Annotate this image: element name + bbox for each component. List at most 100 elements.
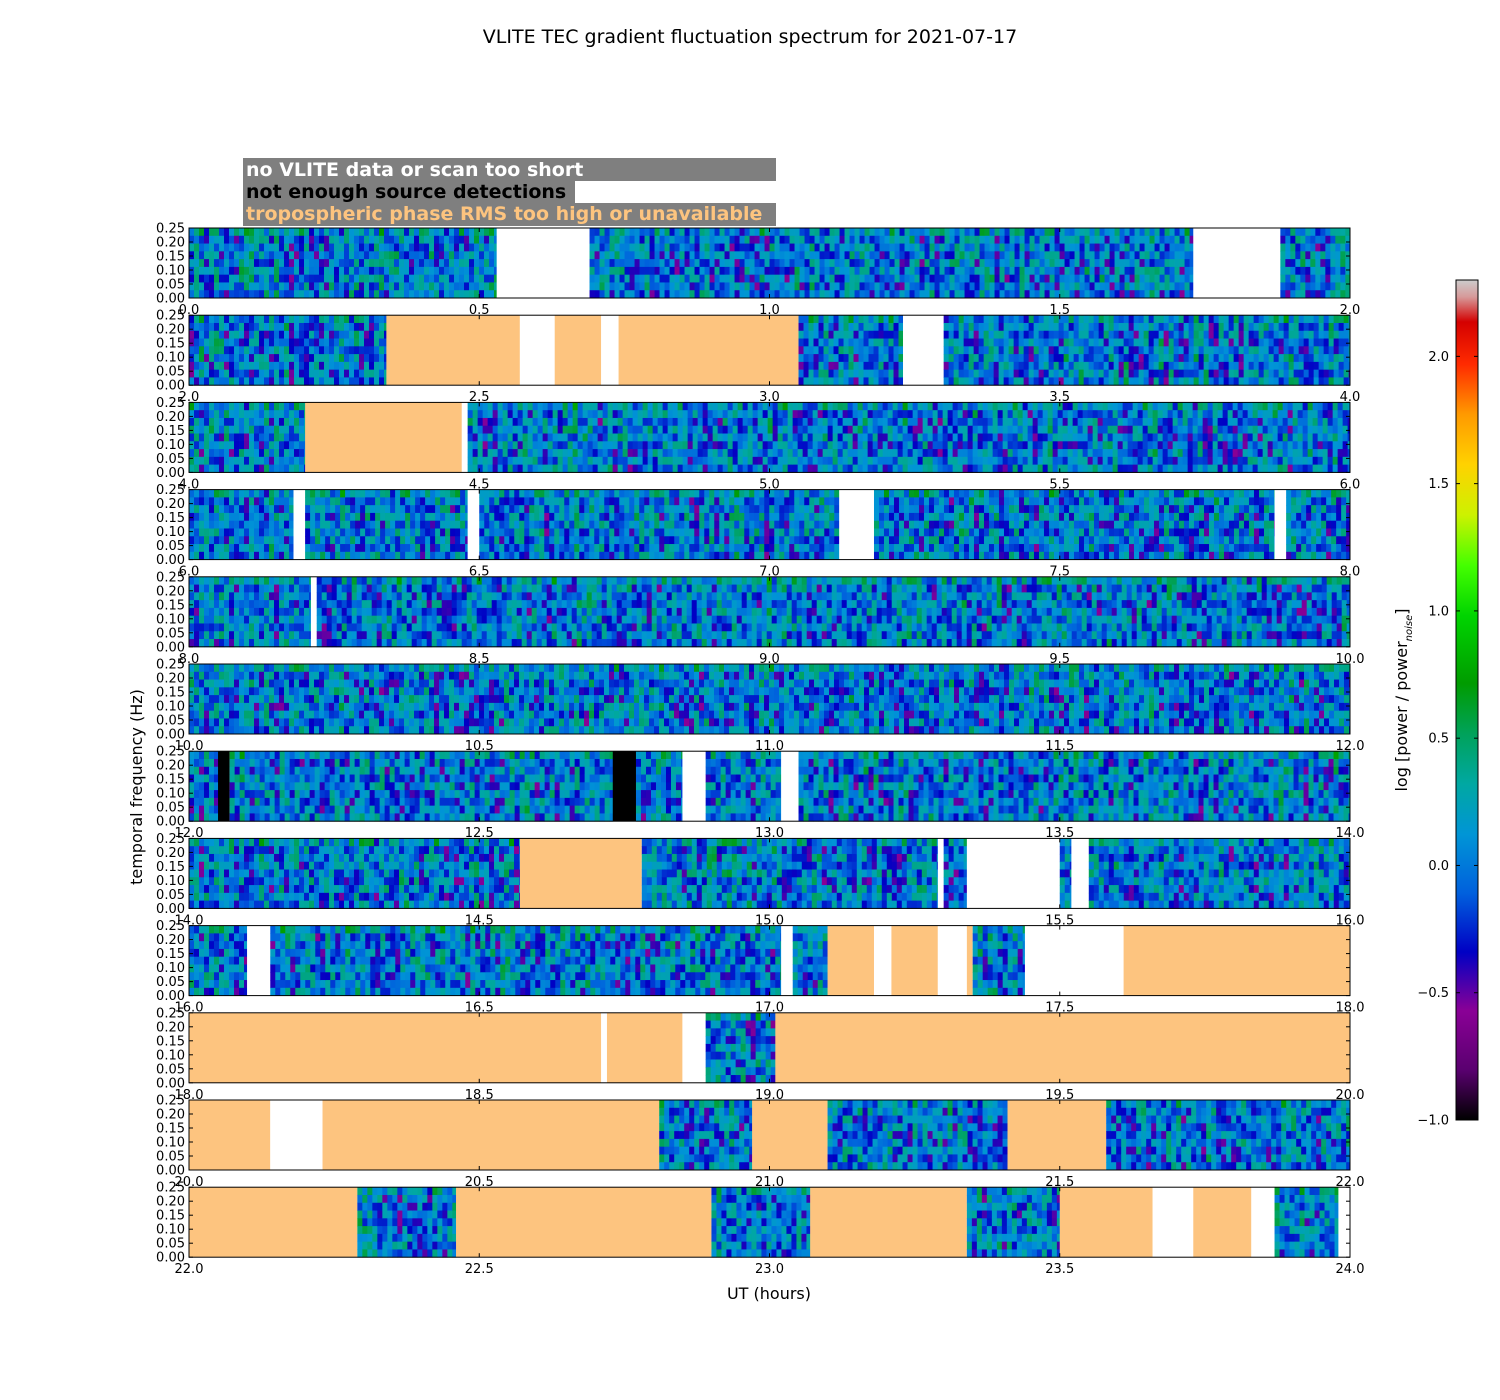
spectrum-cell xyxy=(1273,410,1278,418)
spectrum-cell xyxy=(558,449,563,457)
spectrum-cell xyxy=(959,362,964,370)
spectrum-cell xyxy=(239,377,244,385)
spectrum-cell xyxy=(750,236,755,244)
spectrum-cell xyxy=(595,236,600,244)
spectrum-cell xyxy=(1135,244,1140,252)
spectrum-cell xyxy=(1115,290,1120,298)
spectrum-cell xyxy=(533,457,538,465)
spectrum-cell xyxy=(933,402,938,410)
spectrum-cell xyxy=(800,244,805,252)
spectrum-cell xyxy=(983,441,988,449)
spectrum-cell xyxy=(1343,410,1348,418)
spectrum-cell xyxy=(783,418,788,426)
spectrum-cell xyxy=(1063,465,1068,473)
spectrum-cell xyxy=(690,244,695,252)
spectrum-cell xyxy=(663,457,668,465)
spectrum-cell xyxy=(494,244,497,252)
spectrum-cell xyxy=(409,259,414,267)
spectrum-cell xyxy=(979,354,984,362)
spectrum-cell xyxy=(1339,323,1344,331)
spectrum-cell xyxy=(1153,465,1158,473)
spectrum-cell xyxy=(1295,251,1300,259)
spectrum-cell xyxy=(808,449,813,457)
spectrum-cell xyxy=(249,259,254,267)
spectrum-cell xyxy=(229,418,234,426)
spectrum-cell xyxy=(928,449,933,457)
spectrum-cell xyxy=(828,449,833,457)
spectrum-cell xyxy=(1190,236,1194,244)
spectrum-cell xyxy=(1193,449,1198,457)
spectrum-cell xyxy=(954,346,959,354)
spectrum-cell xyxy=(788,465,793,473)
spectrum-cell xyxy=(1124,331,1129,339)
spectrum-cell xyxy=(809,377,814,385)
spectrum-cell xyxy=(1298,402,1303,410)
spectrum-cell xyxy=(683,402,688,410)
spectrum-cell xyxy=(688,449,693,457)
spectrum-cell xyxy=(984,331,989,339)
spectrum-cell xyxy=(839,377,844,385)
spectrum-cell xyxy=(1008,449,1013,457)
spectrum-cell xyxy=(900,244,905,252)
spectrum-cell xyxy=(498,449,503,457)
spectrum-cell xyxy=(1165,259,1170,267)
spectrum-cell xyxy=(369,275,374,283)
spectrum-cell xyxy=(963,457,968,465)
spectrum-cell xyxy=(214,449,219,457)
spectrum-cell xyxy=(803,441,808,449)
spectrum-cell xyxy=(369,339,374,347)
spectrum-cell xyxy=(1159,331,1164,339)
spectrum-cell xyxy=(1208,410,1213,418)
spectrum-cell xyxy=(1288,457,1293,465)
spectrum-cell xyxy=(974,362,979,370)
spectrum-cell xyxy=(873,465,878,473)
spectrum-cell xyxy=(735,244,740,252)
spectrum-cell xyxy=(449,282,454,290)
spectrum-cell xyxy=(823,457,828,465)
spectrum-cell xyxy=(990,267,995,275)
spectrum-cell xyxy=(878,434,883,442)
spectrum-cell xyxy=(1198,402,1203,410)
spectrum-cell xyxy=(1140,290,1145,298)
spectrum-cell xyxy=(865,236,870,244)
spectrum-cell xyxy=(865,228,870,236)
spectrum-cell xyxy=(369,236,374,244)
spectrum-cell xyxy=(1253,457,1258,465)
spectrum-cell xyxy=(808,441,813,449)
spectrum-cell xyxy=(678,449,683,457)
spectrum-cell xyxy=(1134,377,1139,385)
spectrum-cell xyxy=(1219,346,1224,354)
spectrum-cell xyxy=(1044,331,1049,339)
spectrum-cell xyxy=(829,315,834,323)
spectrum-cell xyxy=(409,251,414,259)
spectrum-cell xyxy=(979,323,984,331)
spectrum-cell xyxy=(548,426,553,434)
spectrum-cell xyxy=(1030,290,1035,298)
spectrum-cell xyxy=(1048,410,1053,418)
spectrum-cell xyxy=(930,282,935,290)
spectrum-cell xyxy=(459,290,464,298)
spectrum-cell xyxy=(913,457,918,465)
spectrum-cell xyxy=(518,418,523,426)
spectrum-cell xyxy=(1134,346,1139,354)
spectrum-cell xyxy=(194,259,199,267)
spectrum-cell xyxy=(618,402,623,410)
spectrum-cell xyxy=(384,370,387,378)
spectrum-cell xyxy=(1323,426,1328,434)
spectrum-cell xyxy=(1128,457,1133,465)
spectrum-cell xyxy=(983,449,988,457)
spectrum-cell xyxy=(860,267,865,275)
spectrum-cell xyxy=(899,339,904,347)
spectrum-cell xyxy=(683,434,688,442)
spectrum-cell xyxy=(824,323,829,331)
spectrum-cell xyxy=(1229,323,1234,331)
spectrum-cell xyxy=(753,418,758,426)
spectrum-cell xyxy=(219,290,224,298)
spectrum-cell xyxy=(189,251,194,259)
spectrum-cell xyxy=(1278,465,1283,473)
spectrum-cell xyxy=(1030,275,1035,283)
spectrum-cell xyxy=(1189,339,1194,347)
spectrum-cell xyxy=(1303,402,1308,410)
spectrum-cell xyxy=(269,410,274,418)
spectrum-cell xyxy=(763,434,768,442)
